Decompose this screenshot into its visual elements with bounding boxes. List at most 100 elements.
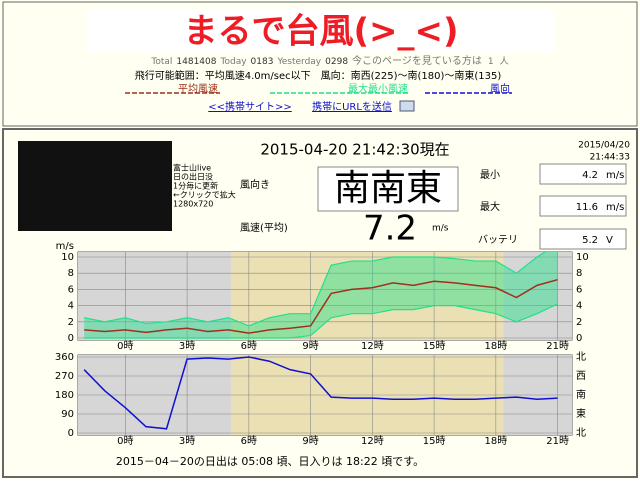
min-box xyxy=(539,163,627,185)
viewers-text: 今このページを見ている方は xyxy=(352,54,482,67)
caption-line: 1280x720 xyxy=(173,200,213,209)
yesterday: 0298 xyxy=(325,57,348,67)
min: 4.2 xyxy=(582,170,598,181)
battery-label: バッテリ xyxy=(478,234,518,246)
speed-label: 風速(平均) xyxy=(240,222,288,234)
x-tick-label: 12時 xyxy=(361,435,384,447)
y2-tick-label: 南 xyxy=(576,388,586,401)
total-label: Total xyxy=(150,57,172,67)
night-day-shading xyxy=(230,252,504,340)
dir-value: 南南東 xyxy=(334,168,442,209)
mobile-link[interactable]: <<携帯サイト>> xyxy=(208,100,292,113)
x-tick-label: 12時 xyxy=(361,340,384,352)
y-tick-label: 4 xyxy=(68,301,74,312)
plot xyxy=(78,355,572,435)
y-tick-label-right: 2 xyxy=(576,317,582,328)
caption-line: 1分毎に更新 xyxy=(173,181,218,191)
y-tick-label-right: 0 xyxy=(576,333,582,344)
min-label: 最小 xyxy=(480,169,500,181)
y-tick-label: 8 xyxy=(68,268,74,279)
x-tick-label: 9時 xyxy=(302,435,318,447)
stamp-time: 21:44:33 xyxy=(590,153,630,163)
x-tick-label: 9時 xyxy=(302,340,318,352)
y-tick-label: 360 xyxy=(55,352,74,363)
y-tick-label: 0 xyxy=(68,428,74,439)
x-tick-label: 15時 xyxy=(423,435,446,447)
viewers-unit: 人 xyxy=(500,56,509,67)
sun-text: 2015－04－20の日出は 05:08 頃、日入りは 18:22 頃です。 xyxy=(116,454,424,468)
night-day-shading xyxy=(78,252,231,340)
y2-tick-label: 北 xyxy=(576,427,586,439)
top-frame xyxy=(2,1,638,127)
datetime: 2015-04-20 21:42:30現在 xyxy=(260,141,449,159)
x-tick-label: 0時 xyxy=(117,435,133,447)
plot xyxy=(78,252,572,340)
x-tick-label: 18時 xyxy=(484,435,507,447)
x-tick-label: 6時 xyxy=(241,435,257,447)
charts: 0 0 2 2 4 4 6 6 8 8 10 10 0時 3時 6時 9時 12時 15時 18時 21時 m/s 0 90… xyxy=(55,241,589,447)
caption-line: ←クリックで拡大 xyxy=(173,190,236,200)
caption-line: 日の出日没 xyxy=(173,172,213,182)
legend-label: 最大最小風速 xyxy=(348,82,408,95)
series-line xyxy=(83,356,558,430)
max-box xyxy=(539,195,627,217)
x-tick-label: 21時 xyxy=(546,340,569,352)
y-tick-label-right: 8 xyxy=(576,268,582,279)
series-line xyxy=(84,278,558,334)
x-tick-label: 6時 xyxy=(241,340,257,352)
panel-frame xyxy=(2,128,638,478)
y-tick-label-right: 6 xyxy=(576,284,582,295)
speed-value: 7.2 xyxy=(363,209,417,249)
dir-label: 風向き xyxy=(240,178,270,191)
speed-unit: m/s xyxy=(432,224,449,234)
y-tick-label: 180 xyxy=(55,390,74,401)
y2-tick-label: 北 xyxy=(576,351,586,363)
y-tick-label: 2 xyxy=(68,317,74,328)
banner-box xyxy=(88,10,555,52)
caption-line: 富士山live xyxy=(173,163,211,173)
x-tick-label: 21時 xyxy=(546,435,569,447)
x-tick-label: 0時 xyxy=(117,340,133,352)
max-label: 最大 xyxy=(480,200,500,213)
max: 11.6 xyxy=(576,202,598,213)
x-tick-label: 3時 xyxy=(179,435,195,447)
legend-label: 平均風速 xyxy=(178,83,218,95)
total: 1481408 xyxy=(176,57,216,67)
y-tick-label: 90 xyxy=(61,409,74,420)
viewers: 1 xyxy=(488,57,494,67)
y-tick-label-right: 10 xyxy=(576,252,589,263)
x-tick-label: 15時 xyxy=(423,340,446,352)
series-line xyxy=(84,303,558,339)
y-tick-label: 6 xyxy=(68,284,74,295)
y2-tick-label: 西 xyxy=(576,371,586,382)
range-area xyxy=(84,252,558,338)
send-url-link[interactable]: 携帯にURLを送信 xyxy=(312,100,392,113)
battery-unit: V xyxy=(606,235,613,246)
yesterday-label: Yesterday xyxy=(276,57,321,67)
dir-box xyxy=(317,166,459,212)
y-tick-label: 10 xyxy=(61,252,74,263)
y-tick-label: 270 xyxy=(55,371,74,382)
y-tick-label-right: 4 xyxy=(576,301,582,312)
y-unit: m/s xyxy=(56,241,74,252)
y2-tick-label: 東 xyxy=(576,407,586,420)
series-line xyxy=(84,252,547,327)
counter: Total 1481408 Today 0183 Yesterday 0298 今このページ… xyxy=(150,54,508,67)
range-text: 飛行可能範囲：平均風速4.0m/sec以下 風向：南西(225)～南(180)～… xyxy=(135,69,502,82)
camera-image[interactable] xyxy=(18,141,172,231)
max-unit: m/s xyxy=(606,202,624,213)
stamp-date: 2015/04/20 xyxy=(578,141,630,151)
today-label: Today xyxy=(220,57,248,67)
x-tick-label: 3時 xyxy=(179,340,195,352)
mail-icon xyxy=(399,100,415,112)
battery-box xyxy=(539,228,627,250)
min-unit: m/s xyxy=(606,170,624,181)
x-tick-label: 18時 xyxy=(484,340,507,352)
legend: 平均風速 最大最小風速 風向 xyxy=(125,82,512,95)
banner: まるで台風(>_<) xyxy=(183,12,458,52)
y-tick-label: 0 xyxy=(68,333,74,344)
today: 0183 xyxy=(251,57,274,67)
